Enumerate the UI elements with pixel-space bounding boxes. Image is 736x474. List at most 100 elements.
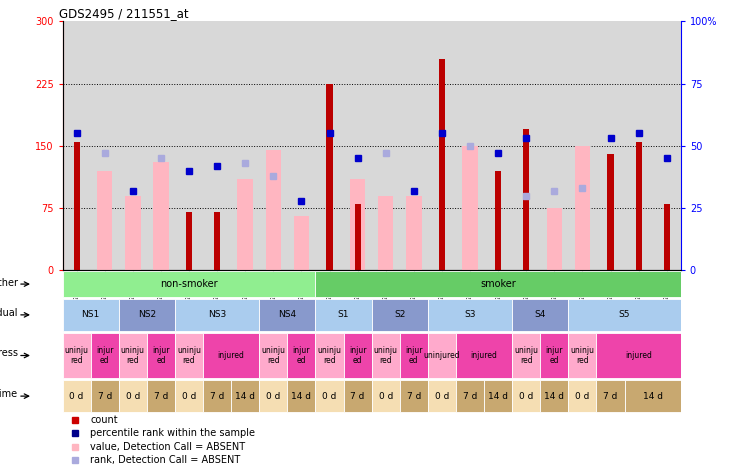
Bar: [316, 380, 344, 412]
Bar: [175, 299, 259, 331]
Bar: [175, 333, 203, 378]
Bar: [607, 154, 614, 270]
Text: 0 d: 0 d: [435, 392, 449, 401]
Bar: [118, 380, 147, 412]
Text: 0 d: 0 d: [182, 392, 197, 401]
Bar: [372, 333, 400, 378]
Bar: [153, 163, 169, 270]
Bar: [575, 146, 590, 270]
Text: injured: injured: [625, 351, 652, 360]
Text: 14 d: 14 d: [643, 392, 662, 401]
Text: S1: S1: [338, 310, 350, 319]
Bar: [63, 299, 118, 331]
Text: 7 d: 7 d: [604, 392, 618, 401]
Bar: [118, 333, 147, 378]
Text: injur
ed: injur ed: [293, 346, 310, 365]
Bar: [462, 146, 478, 270]
Bar: [596, 333, 681, 378]
Bar: [428, 333, 456, 378]
Text: injur
ed: injur ed: [545, 346, 563, 365]
Text: uninju
red: uninju red: [65, 346, 88, 365]
Bar: [316, 271, 681, 297]
Text: NS2: NS2: [138, 310, 156, 319]
Text: 7 d: 7 d: [463, 392, 477, 401]
Bar: [344, 380, 372, 412]
Text: 7 d: 7 d: [350, 392, 365, 401]
Text: uninju
red: uninju red: [570, 346, 595, 365]
Text: percentile rank within the sample: percentile rank within the sample: [91, 428, 255, 438]
Bar: [512, 380, 540, 412]
Text: injured: injured: [470, 351, 498, 360]
Bar: [512, 333, 540, 378]
Bar: [287, 333, 316, 378]
Bar: [664, 204, 670, 270]
Bar: [400, 333, 428, 378]
Bar: [456, 380, 484, 412]
Text: value, Detection Call = ABSENT: value, Detection Call = ABSENT: [91, 442, 246, 452]
Bar: [372, 299, 428, 331]
Bar: [495, 171, 501, 270]
Bar: [63, 271, 316, 297]
Bar: [523, 129, 529, 270]
Text: injur
ed: injur ed: [405, 346, 422, 365]
Bar: [456, 333, 512, 378]
Text: 7 d: 7 d: [98, 392, 112, 401]
Bar: [596, 380, 625, 412]
Text: 0 d: 0 d: [322, 392, 336, 401]
Bar: [316, 299, 372, 331]
Bar: [372, 380, 400, 412]
Bar: [327, 83, 333, 270]
Bar: [428, 299, 512, 331]
Text: S2: S2: [394, 310, 406, 319]
Text: 7 d: 7 d: [210, 392, 224, 401]
Text: 0 d: 0 d: [266, 392, 280, 401]
Text: uninjured: uninjured: [424, 351, 460, 360]
Text: uninju
red: uninju red: [177, 346, 201, 365]
Bar: [91, 333, 118, 378]
Text: uninju
red: uninju red: [121, 346, 145, 365]
Bar: [63, 380, 91, 412]
Bar: [238, 179, 253, 270]
Text: smoker: smoker: [481, 279, 516, 289]
Text: 0 d: 0 d: [378, 392, 393, 401]
Bar: [568, 380, 596, 412]
Text: uninju
red: uninju red: [514, 346, 538, 365]
Text: S4: S4: [534, 310, 546, 319]
Bar: [175, 380, 203, 412]
Bar: [568, 333, 596, 378]
Bar: [294, 216, 309, 270]
Text: uninju
red: uninju red: [261, 346, 286, 365]
Text: 14 d: 14 d: [236, 392, 255, 401]
Bar: [186, 212, 192, 270]
Text: uninju
red: uninju red: [374, 346, 397, 365]
Bar: [439, 59, 445, 270]
Bar: [147, 380, 175, 412]
Bar: [350, 179, 365, 270]
Bar: [259, 299, 316, 331]
Bar: [259, 333, 287, 378]
Bar: [259, 380, 287, 412]
Text: 0 d: 0 d: [69, 392, 84, 401]
Text: S3: S3: [464, 310, 475, 319]
Bar: [344, 333, 372, 378]
Text: 14 d: 14 d: [545, 392, 565, 401]
Bar: [97, 171, 113, 270]
Text: 14 d: 14 d: [291, 392, 311, 401]
Bar: [203, 380, 231, 412]
Bar: [625, 380, 681, 412]
Text: NS3: NS3: [208, 310, 226, 319]
Text: injur
ed: injur ed: [96, 346, 113, 365]
Bar: [568, 299, 681, 331]
Bar: [203, 333, 259, 378]
Bar: [231, 380, 259, 412]
Text: injured: injured: [218, 351, 244, 360]
Bar: [400, 380, 428, 412]
Bar: [355, 204, 361, 270]
Text: uninju
red: uninju red: [317, 346, 342, 365]
Text: other: other: [0, 278, 18, 288]
Bar: [287, 380, 316, 412]
Bar: [266, 150, 281, 270]
Text: injur
ed: injur ed: [152, 346, 170, 365]
Text: stress: stress: [0, 348, 18, 358]
Text: 7 d: 7 d: [154, 392, 168, 401]
